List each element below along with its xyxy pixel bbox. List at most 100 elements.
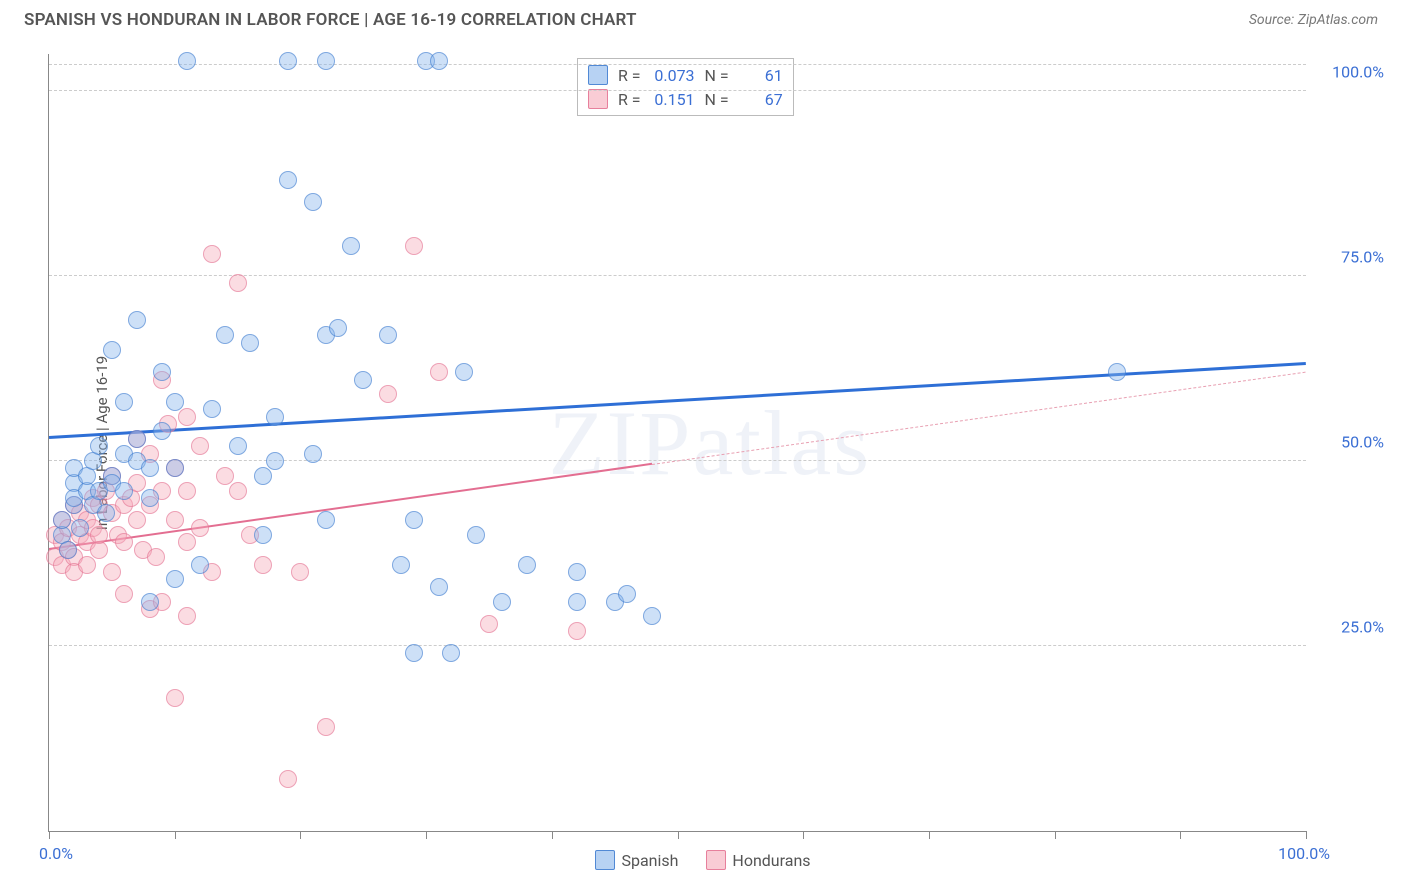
stat-label: N = (705, 66, 729, 85)
y-tick-label: 25.0% (1314, 618, 1384, 637)
data-point (266, 452, 284, 470)
swatch-spanish (588, 65, 608, 85)
x-tick (552, 831, 553, 839)
data-point (115, 393, 133, 411)
x-tick (300, 831, 301, 839)
gridline (49, 90, 1306, 91)
data-point (405, 644, 423, 662)
data-point (254, 467, 272, 485)
data-point (166, 570, 184, 588)
data-point (191, 519, 209, 537)
stat-value: 0.151 (647, 90, 695, 109)
stats-row-spanish: R = 0.073 N = 61 (588, 63, 783, 87)
data-point (90, 437, 108, 455)
data-point (266, 408, 284, 426)
data-point (1108, 363, 1126, 381)
data-point (254, 556, 272, 574)
data-point (90, 526, 108, 544)
legend-label: Hondurans (732, 851, 810, 870)
data-point (317, 718, 335, 736)
data-point (59, 541, 77, 559)
data-point (254, 526, 272, 544)
stat-value: 61 (735, 66, 783, 85)
swatch-hondurans (588, 89, 608, 109)
data-point (643, 607, 661, 625)
data-point (153, 363, 171, 381)
data-point (568, 622, 586, 640)
data-point (115, 533, 133, 551)
y-tick-label: 50.0% (1314, 433, 1384, 452)
data-point (392, 556, 410, 574)
x-tick (1180, 831, 1181, 839)
chart-source: Source: ZipAtlas.com (1249, 12, 1378, 28)
gridline (49, 645, 1306, 646)
x-tick (1306, 831, 1307, 839)
data-point (191, 437, 209, 455)
swatch-hondurans (706, 850, 726, 870)
data-point (141, 593, 159, 611)
data-point (405, 511, 423, 529)
data-point (128, 511, 146, 529)
stat-value: 67 (735, 90, 783, 109)
data-point (618, 585, 636, 603)
gridline (49, 64, 1306, 65)
data-point (304, 445, 322, 463)
data-point (178, 408, 196, 426)
data-point (147, 548, 165, 566)
correlation-stats-box: R = 0.073 N = 61 R = 0.151 N = 67 (577, 58, 794, 116)
data-point (229, 482, 247, 500)
data-point (241, 334, 259, 352)
trend-line (652, 371, 1306, 464)
data-point (229, 274, 247, 292)
data-point (97, 504, 115, 522)
data-point (216, 326, 234, 344)
x-tick (1055, 831, 1056, 839)
stat-label: R = (618, 66, 641, 85)
data-point (128, 311, 146, 329)
data-point (166, 689, 184, 707)
data-point (442, 644, 460, 662)
data-point (430, 578, 448, 596)
data-point (379, 385, 397, 403)
data-point (178, 52, 196, 70)
data-point (493, 593, 511, 611)
data-point (329, 319, 347, 337)
data-point (178, 533, 196, 551)
x-tick (426, 831, 427, 839)
data-point (166, 459, 184, 477)
data-point (568, 593, 586, 611)
x-tick (929, 831, 930, 839)
data-point (141, 489, 159, 507)
data-point (354, 371, 372, 389)
x-tick (678, 831, 679, 839)
x-tick (175, 831, 176, 839)
data-point (71, 519, 89, 537)
legend-item-spanish: Spanish (595, 850, 678, 870)
data-point (430, 52, 448, 70)
chart-legend: Spanish Hondurans (0, 850, 1406, 874)
scatter-chart: ZIPatlas In Labor Force | Age 16-19 0.0%… (48, 54, 1306, 832)
data-point (141, 459, 159, 477)
legend-label: Spanish (621, 851, 678, 870)
chart-title: SPANISH VS HONDURAN IN LABOR FORCE | AGE… (24, 10, 637, 30)
data-point (153, 422, 171, 440)
data-point (166, 511, 184, 529)
y-tick-label: 75.0% (1314, 248, 1384, 267)
data-point (405, 237, 423, 255)
stat-label: N = (705, 90, 729, 109)
data-point (178, 607, 196, 625)
data-point (430, 363, 448, 381)
swatch-spanish (595, 850, 615, 870)
stat-value: 0.073 (647, 66, 695, 85)
legend-item-hondurans: Hondurans (706, 850, 810, 870)
data-point (115, 482, 133, 500)
chart-header: SPANISH VS HONDURAN IN LABOR FORCE | AGE… (0, 0, 1406, 38)
data-point (191, 556, 209, 574)
data-point (279, 52, 297, 70)
data-point (455, 363, 473, 381)
x-tick (803, 831, 804, 839)
data-point (53, 511, 71, 529)
data-point (379, 326, 397, 344)
data-point (103, 341, 121, 359)
data-point (342, 237, 360, 255)
